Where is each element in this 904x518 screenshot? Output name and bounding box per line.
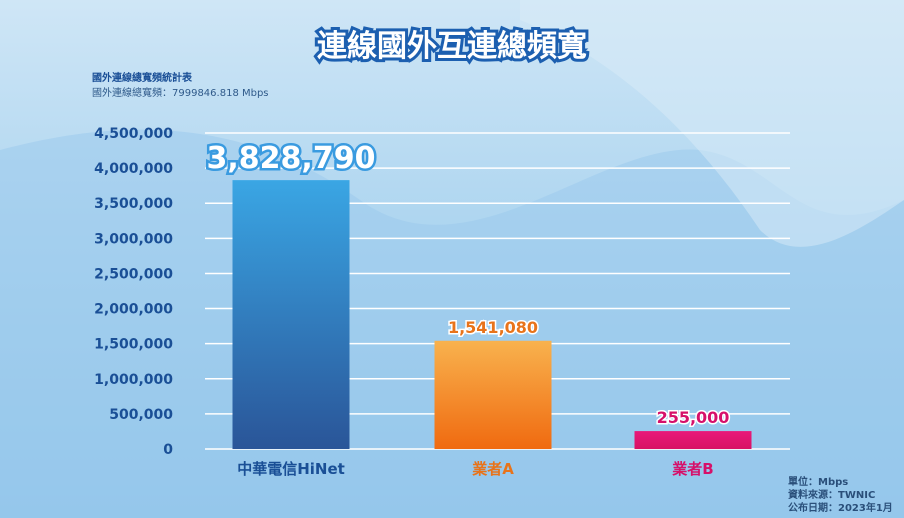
- y-tick-label: 1,000,000: [94, 372, 173, 388]
- chart-subtitle: 國外連線總寬頻統計表: [92, 73, 192, 84]
- background-wave: [520, 0, 904, 247]
- data-label: 1,541,080: [448, 318, 538, 337]
- y-tick-label: 500,000: [109, 407, 173, 423]
- category-label: 中華電信HiNet: [237, 460, 345, 478]
- bar-2: [634, 431, 752, 449]
- data-label: 3,828,790: [207, 141, 376, 176]
- y-tick-label: 0: [163, 442, 173, 458]
- y-tick-label: 4,000,000: [94, 161, 173, 177]
- bar-0: [232, 180, 350, 449]
- total-bandwidth: 國外連線總寬頻：7999846.818 Mbps: [92, 88, 269, 99]
- y-tick-label: 2,500,000: [94, 266, 173, 282]
- category-label: 業者A: [471, 460, 514, 478]
- y-tick-label: 2,000,000: [94, 302, 173, 318]
- y-tick-label: 3,500,000: [94, 196, 173, 212]
- bar-1: [434, 340, 552, 449]
- y-tick-label: 1,500,000: [94, 337, 173, 353]
- unit-note: 單位：Mbps: [788, 477, 849, 488]
- background-wave: [0, 129, 904, 518]
- chart-title: 連線國外互連總頻寬: [317, 29, 587, 64]
- data-label: 255,000: [657, 408, 730, 427]
- source-note: 資料來源：TWNIC: [788, 490, 876, 501]
- y-tick-label: 3,000,000: [94, 231, 173, 247]
- date-note: 公布日期：2023年1月: [788, 503, 893, 514]
- y-tick-label: 4,500,000: [94, 126, 173, 142]
- category-label: 業者B: [671, 460, 713, 478]
